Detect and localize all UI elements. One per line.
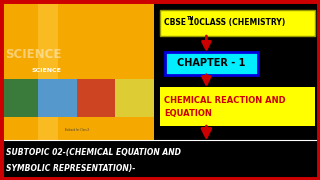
Text: CHEMICAL REACTION AND
EQUATION: CHEMICAL REACTION AND EQUATION xyxy=(164,96,285,118)
Text: SYMBOLIC REPRESENTATION)-: SYMBOLIC REPRESENTATION)- xyxy=(6,164,136,173)
Bar xyxy=(0,79,38,117)
Text: SCIENCE: SCIENCE xyxy=(32,68,62,73)
Bar xyxy=(115,79,154,117)
Text: CHAPTER - 1: CHAPTER - 1 xyxy=(177,58,245,68)
Bar xyxy=(160,10,315,36)
Bar xyxy=(38,79,77,117)
Bar xyxy=(0,0,154,140)
Bar xyxy=(165,52,258,75)
Bar xyxy=(160,87,315,126)
Bar xyxy=(0,140,320,180)
Text: SCIENCE: SCIENCE xyxy=(5,48,61,61)
Text: CLASS (CHEMISTRY): CLASS (CHEMISTRY) xyxy=(194,18,285,27)
Text: TH: TH xyxy=(187,17,194,21)
Bar xyxy=(38,0,58,140)
Text: Textbook for Class X: Textbook for Class X xyxy=(64,128,89,132)
Bar xyxy=(77,79,115,117)
Text: CBSE 10: CBSE 10 xyxy=(164,18,199,27)
Text: SUBTOPIC 02-(CHEMICAL EQUATION AND: SUBTOPIC 02-(CHEMICAL EQUATION AND xyxy=(6,148,181,157)
